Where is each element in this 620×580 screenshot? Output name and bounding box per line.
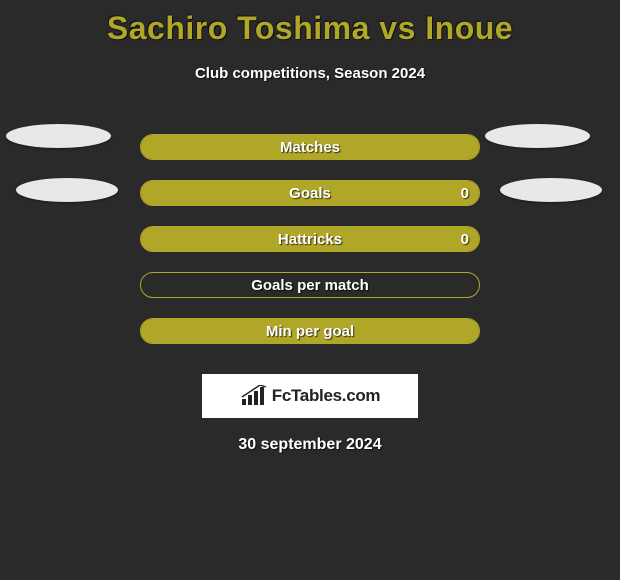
stat-label: Matches — [280, 139, 340, 156]
stat-bar: Goals 0 — [140, 180, 480, 206]
stat-value-right: 0 — [461, 231, 469, 248]
stat-label: Hattricks — [278, 231, 342, 248]
stat-bar: Goals per match — [140, 272, 480, 298]
stat-row: Hattricks 0 — [0, 216, 620, 262]
stat-bar: Hattricks 0 — [140, 226, 480, 252]
stat-row: Goals per match — [0, 262, 620, 308]
stat-label: Goals per match — [251, 277, 369, 294]
stat-bar: Min per goal — [140, 318, 480, 344]
stat-label: Min per goal — [266, 323, 354, 340]
stat-row: Goals 0 — [0, 170, 620, 216]
date-label: 30 september 2024 — [0, 436, 620, 454]
stat-row: Matches — [0, 124, 620, 170]
logo-text: FcTables.com — [272, 386, 381, 406]
page-title: Sachiro Toshima vs Inoue — [0, 0, 620, 47]
fctables-logo: FcTables.com — [202, 374, 418, 418]
stat-value-right: 0 — [461, 185, 469, 202]
stat-label: Goals — [289, 185, 331, 202]
stat-bar: Matches — [140, 134, 480, 160]
stat-row: Min per goal — [0, 308, 620, 354]
bars-chart-icon — [240, 385, 268, 407]
subtitle: Club competitions, Season 2024 — [0, 65, 620, 82]
stats-rows: Matches Goals 0 Hattricks 0 Goals per match Mi… — [0, 124, 620, 354]
